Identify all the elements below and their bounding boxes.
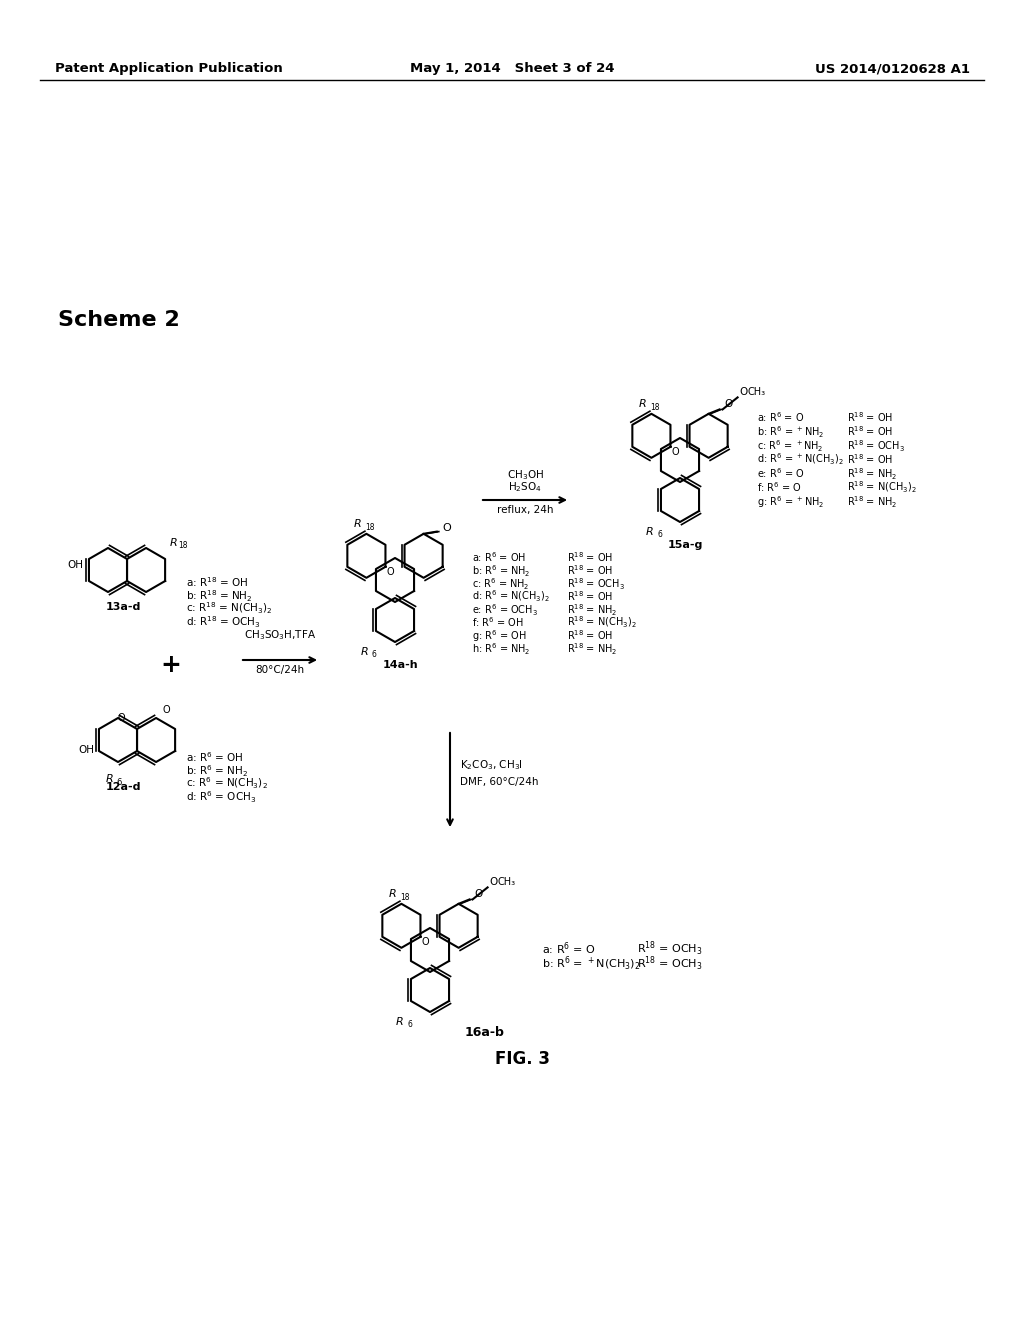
Text: b: R$^6$ = $^+$NH$_2$: b: R$^6$ = $^+$NH$_2$ — [757, 424, 824, 440]
Text: O: O — [162, 705, 170, 715]
Text: 6: 6 — [116, 777, 122, 787]
Text: 15a-g: 15a-g — [668, 540, 702, 550]
Text: 6: 6 — [407, 1020, 412, 1030]
Text: 14a-h: 14a-h — [382, 660, 418, 671]
Text: b: R$^6$ = NH$_2$: b: R$^6$ = NH$_2$ — [186, 763, 248, 779]
Text: 18: 18 — [400, 892, 410, 902]
Text: d: R$^6$ = $^+$N(CH$_3$)$_2$: d: R$^6$ = $^+$N(CH$_3$)$_2$ — [757, 451, 844, 467]
Text: R$^{18}$ = OCH$_3$: R$^{18}$ = OCH$_3$ — [637, 954, 702, 973]
Text: OH: OH — [67, 560, 83, 570]
Text: R$^{18}$ = OH: R$^{18}$ = OH — [847, 424, 893, 438]
Text: FIG. 3: FIG. 3 — [495, 1049, 550, 1068]
Text: c: R$^6$ = N(CH$_3$)$_2$: c: R$^6$ = N(CH$_3$)$_2$ — [186, 776, 268, 792]
Text: R$^{18}$ = OH: R$^{18}$ = OH — [847, 411, 893, 424]
Text: CH₃: CH₃ — [498, 878, 516, 887]
Text: O: O — [117, 713, 125, 723]
Text: 6: 6 — [657, 531, 662, 539]
Text: OH: OH — [78, 744, 94, 755]
Text: DMF, 60°C/24h: DMF, 60°C/24h — [460, 777, 539, 787]
Text: h: R$^6$ = NH$_2$: h: R$^6$ = NH$_2$ — [472, 642, 530, 656]
Text: H$_2$SO$_4$: H$_2$SO$_4$ — [508, 480, 542, 494]
Text: g: R$^6$ = OH: g: R$^6$ = OH — [472, 628, 526, 644]
Text: K$_2$CO$_3$, CH$_3$I: K$_2$CO$_3$, CH$_3$I — [460, 758, 523, 772]
Text: R$^{18}$ = OCH$_3$: R$^{18}$ = OCH$_3$ — [637, 940, 702, 958]
Text: R$^{18}$ = OCH$_3$: R$^{18}$ = OCH$_3$ — [847, 438, 905, 454]
Text: R$^{18}$ = OCH$_3$: R$^{18}$ = OCH$_3$ — [567, 576, 625, 591]
Text: 80°C/24h: 80°C/24h — [255, 665, 304, 675]
Text: e: R$^6$ = O: e: R$^6$ = O — [757, 466, 805, 479]
Text: a: R$^6$ = O: a: R$^6$ = O — [542, 940, 596, 957]
Text: d: R$^6$ = N(CH$_3$)$_2$: d: R$^6$ = N(CH$_3$)$_2$ — [472, 589, 550, 605]
Text: R$^{18}$ = NH$_2$: R$^{18}$ = NH$_2$ — [847, 466, 897, 482]
Text: 18: 18 — [366, 523, 375, 532]
Text: Patent Application Publication: Patent Application Publication — [55, 62, 283, 75]
Text: a: R$^6$ = OH: a: R$^6$ = OH — [186, 750, 244, 764]
Text: c: R$^6$ = $^+$NH$_2$: c: R$^6$ = $^+$NH$_2$ — [757, 438, 823, 454]
Text: R: R — [360, 647, 368, 657]
Text: b: R$^{18}$ = NH$_2$: b: R$^{18}$ = NH$_2$ — [186, 587, 253, 603]
Text: O: O — [386, 568, 394, 577]
Text: a: R$^6$ = OH: a: R$^6$ = OH — [472, 550, 526, 564]
Text: R$^{18}$ = N(CH$_3$)$_2$: R$^{18}$ = N(CH$_3$)$_2$ — [567, 615, 637, 631]
Text: reflux, 24h: reflux, 24h — [497, 506, 553, 515]
Text: 18: 18 — [650, 403, 659, 412]
Text: R: R — [639, 399, 646, 409]
Text: R$^{18}$ = OH: R$^{18}$ = OH — [567, 550, 613, 564]
Text: O: O — [421, 937, 429, 946]
Text: O: O — [671, 447, 679, 457]
Text: R: R — [645, 527, 653, 537]
Text: a: R$^6$ = O: a: R$^6$ = O — [757, 411, 805, 424]
Text: f: R$^6$ = OH: f: R$^6$ = OH — [472, 615, 523, 628]
Text: 16a-b: 16a-b — [465, 1026, 505, 1039]
Text: O: O — [442, 523, 452, 532]
Text: R$^{18}$ = NH$_2$: R$^{18}$ = NH$_2$ — [847, 494, 897, 510]
Text: O: O — [725, 400, 733, 409]
Text: O: O — [739, 387, 748, 397]
Text: R$^{18}$ = OH: R$^{18}$ = OH — [567, 589, 613, 603]
Text: R: R — [105, 774, 113, 784]
Text: +: + — [161, 653, 181, 677]
Text: b: R$^6$ = NH$_2$: b: R$^6$ = NH$_2$ — [472, 564, 530, 578]
Text: 6: 6 — [372, 649, 377, 659]
Text: O: O — [474, 890, 483, 899]
Text: R$^{18}$ = OH: R$^{18}$ = OH — [847, 451, 893, 466]
Text: d: R$^6$ = OCH$_3$: d: R$^6$ = OCH$_3$ — [186, 789, 256, 805]
Text: c: R$^{18}$ = N(CH$_3$)$_2$: c: R$^{18}$ = N(CH$_3$)$_2$ — [186, 601, 272, 616]
Text: May 1, 2014   Sheet 3 of 24: May 1, 2014 Sheet 3 of 24 — [410, 62, 614, 75]
Text: f: R$^6$ = O: f: R$^6$ = O — [757, 480, 802, 494]
Text: R: R — [170, 539, 178, 548]
Text: c: R$^6$ = NH$_2$: c: R$^6$ = NH$_2$ — [472, 576, 529, 591]
Text: R: R — [353, 519, 361, 529]
Text: O: O — [489, 878, 498, 887]
Text: R: R — [389, 888, 396, 899]
Text: Scheme 2: Scheme 2 — [58, 310, 180, 330]
Text: 18: 18 — [178, 541, 187, 550]
Text: e: R$^6$ = OCH$_3$: e: R$^6$ = OCH$_3$ — [472, 602, 538, 618]
Text: CH$_3$SO$_3$H,TFA: CH$_3$SO$_3$H,TFA — [244, 628, 316, 642]
Text: US 2014/0120628 A1: US 2014/0120628 A1 — [815, 62, 970, 75]
Text: 13a-d: 13a-d — [105, 602, 140, 612]
Text: d: R$^{18}$ = OCH$_3$: d: R$^{18}$ = OCH$_3$ — [186, 614, 261, 630]
Text: R$^{18}$ = N(CH$_3$)$_2$: R$^{18}$ = N(CH$_3$)$_2$ — [847, 480, 916, 495]
Text: g: R$^6$ = $^+$NH$_2$: g: R$^6$ = $^+$NH$_2$ — [757, 494, 824, 510]
Text: R$^{18}$ = OH: R$^{18}$ = OH — [567, 564, 613, 577]
Text: a: R$^{18}$ = OH: a: R$^{18}$ = OH — [186, 576, 248, 589]
Text: R: R — [395, 1016, 403, 1027]
Text: R$^{18}$ = NH$_2$: R$^{18}$ = NH$_2$ — [567, 602, 617, 618]
Text: R$^{18}$ = OH: R$^{18}$ = OH — [567, 628, 613, 642]
Text: b: R$^6$ = $^+$N(CH$_3$)$_2$: b: R$^6$ = $^+$N(CH$_3$)$_2$ — [542, 954, 641, 973]
Text: 12a-d: 12a-d — [105, 781, 140, 792]
Text: R$^{18}$ = NH$_2$: R$^{18}$ = NH$_2$ — [567, 642, 617, 656]
Text: CH$_3$OH: CH$_3$OH — [507, 469, 544, 482]
Text: CH₃: CH₃ — [748, 387, 766, 397]
